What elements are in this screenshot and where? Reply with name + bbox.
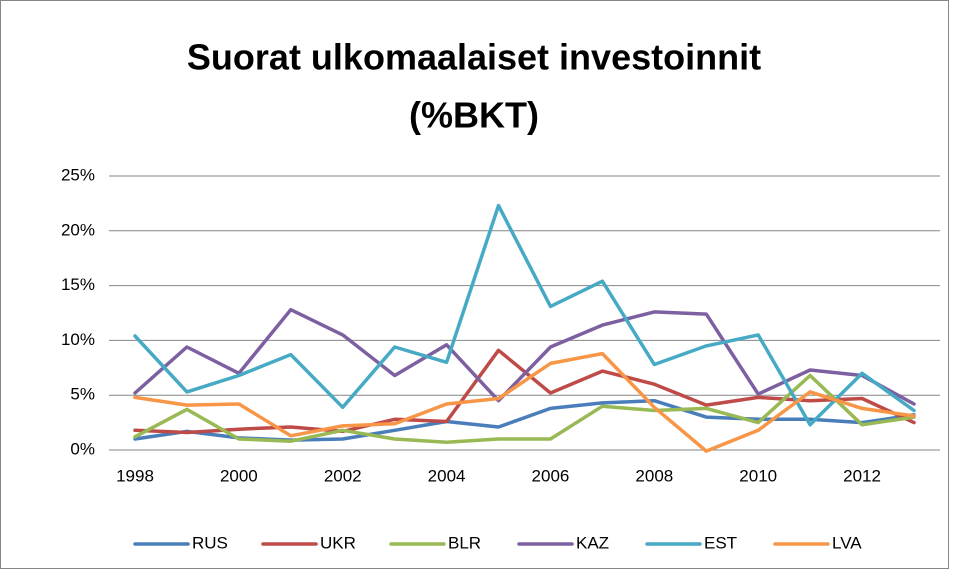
x-tick-label: 2008 [635, 466, 673, 485]
y-tick-label: 10% [61, 330, 95, 349]
x-tick-label: 2002 [324, 466, 362, 485]
legend-label: KAZ [576, 533, 609, 552]
legend-label: UKR [320, 533, 356, 552]
x-tick-label: 2006 [532, 466, 570, 485]
y-tick-label: 25% [61, 165, 95, 184]
x-tick-label: 2012 [843, 466, 881, 485]
series-line [133, 373, 916, 445]
y-tick-label: 15% [61, 275, 95, 294]
legend-label: EST [704, 533, 737, 552]
legend-label: RUS [192, 533, 228, 552]
x-tick-label: 1998 [116, 466, 154, 485]
chart-title: Suorat ulkomaalaiset investoinnit [187, 37, 761, 78]
y-tick-label: 0% [70, 439, 95, 458]
series-line [133, 351, 916, 453]
series-line [133, 203, 916, 427]
chart-frame [0, 0, 949, 569]
legend-label: BLR [448, 533, 481, 552]
y-tick-label: 20% [61, 220, 95, 239]
y-tick-label: 5% [70, 385, 95, 404]
x-tick-label: 2000 [220, 466, 258, 485]
x-tick-label: 2004 [428, 466, 466, 485]
chart-title: (%BKT) [409, 95, 539, 136]
legend-label: LVA [832, 533, 862, 552]
x-tick-label: 2010 [739, 466, 777, 485]
